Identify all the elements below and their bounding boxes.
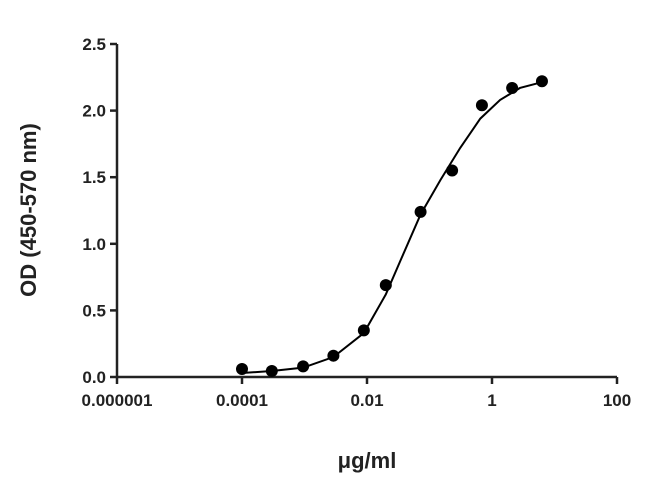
- y-tick-label: 2.0: [82, 102, 106, 121]
- x-axis-title: μg/ml: [338, 448, 397, 473]
- fit-curve: [241, 80, 546, 374]
- y-tick-label: 2.5: [82, 35, 106, 54]
- y-tick-label: 0.0: [82, 368, 106, 387]
- x-tick-label: 0.0001: [216, 391, 268, 410]
- x-tick-label: 0.01: [350, 391, 383, 410]
- x-tick-label: 1: [487, 391, 496, 410]
- data-point: [475, 99, 488, 112]
- y-tick-label: 1.5: [82, 168, 106, 187]
- data-point: [327, 349, 340, 362]
- x-tick-label: 0.000001: [82, 391, 153, 410]
- y-tick-label: 0.5: [82, 301, 106, 320]
- y-tick-label: 1.0: [82, 235, 106, 254]
- y-axis-title: OD (450-570 nm): [16, 123, 41, 297]
- x-tick-label: 100: [603, 391, 631, 410]
- data-point: [297, 360, 310, 373]
